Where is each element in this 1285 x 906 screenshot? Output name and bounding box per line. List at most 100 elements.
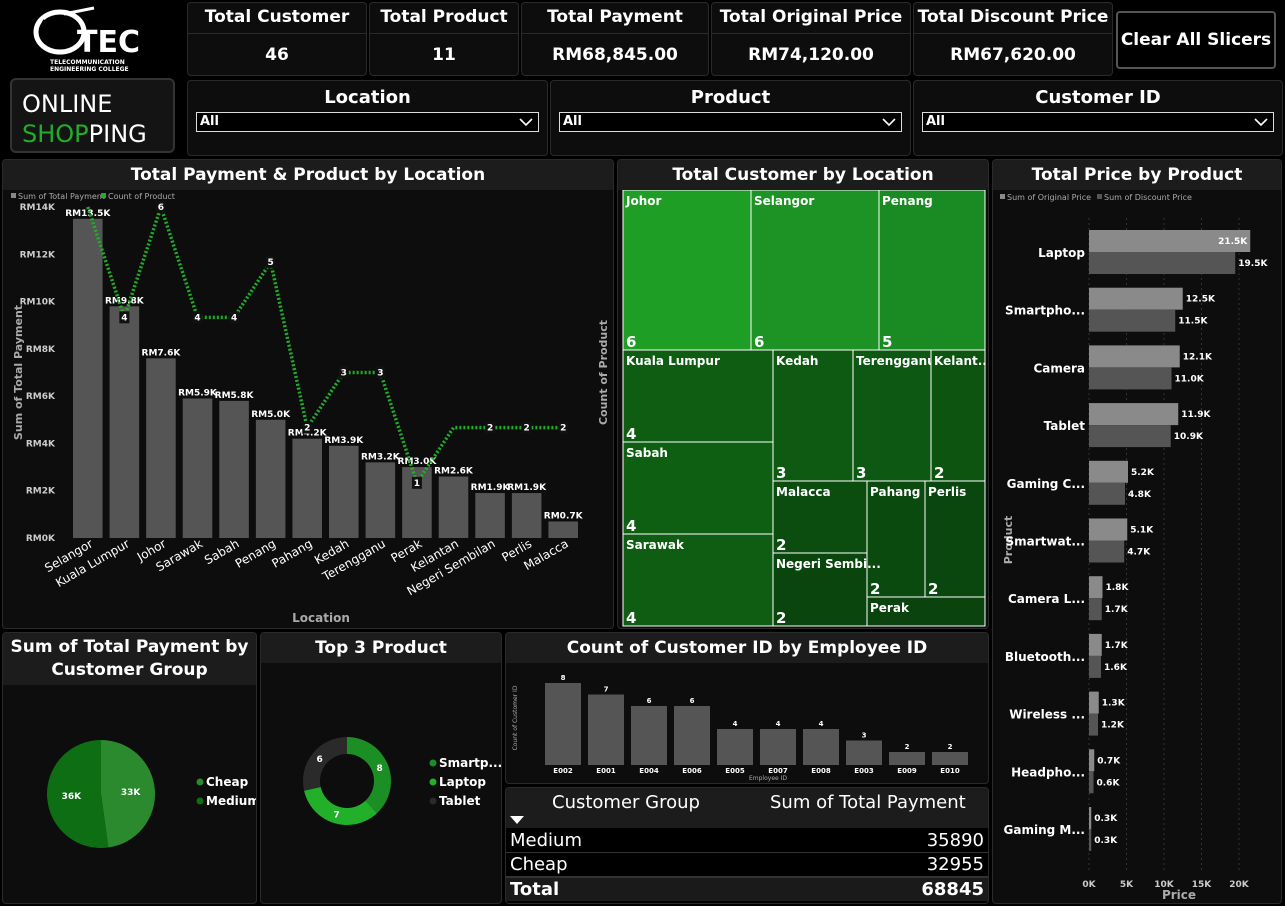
- x-tick-label: E004: [639, 767, 659, 775]
- treemap-cell: [622, 441, 774, 535]
- kpi-value: RM67,620.00: [950, 45, 1076, 65]
- customer-id-dropdown[interactable]: All: [922, 112, 1274, 132]
- treemap-cell-value: 3: [856, 464, 866, 482]
- treemap-cell-label: Kuala Lumpur: [626, 354, 720, 368]
- slicer-customer-id: Customer ID All: [913, 80, 1283, 156]
- legend-label: Sum of Original Price: [1007, 193, 1091, 202]
- y-tick-label: RM6K: [26, 392, 56, 402]
- bar-value-label: 4.8K: [1128, 490, 1152, 500]
- bar-value-label: 1.3K: [1102, 699, 1126, 709]
- y-tick-label: Smartpho...: [1005, 304, 1085, 318]
- treemap-cell-value: 2: [776, 536, 786, 554]
- bar-value-label: 6: [690, 697, 695, 705]
- bar-original-price: [1089, 807, 1092, 829]
- line-value-label: 4: [194, 313, 200, 323]
- bar-original-price: [1089, 287, 1183, 310]
- cell-group: Medium: [510, 830, 582, 851]
- line-label-bg: [119, 311, 130, 324]
- treemap-cell-value: 6: [754, 333, 764, 351]
- line-label-bg: [229, 311, 240, 324]
- series-line: [86, 201, 564, 487]
- y-tick-label: Smartwat...: [1006, 535, 1086, 549]
- line-label-bg: [521, 421, 532, 434]
- line-label-bg: [192, 311, 203, 324]
- bar: [73, 218, 103, 539]
- y-tick-label: Camera L...: [1008, 592, 1085, 606]
- kpi-value: 11: [432, 45, 456, 65]
- bar-value-label: 0.3K: [1094, 836, 1118, 846]
- bar-value-label: RM7.6K: [142, 348, 182, 358]
- line-value-label: 2: [304, 424, 310, 434]
- bar-value-label: 1.8K: [1106, 583, 1130, 593]
- bar-discount-price: [1089, 252, 1236, 274]
- bar-original-price: [1089, 749, 1095, 772]
- cell-total-value: 68845: [921, 879, 984, 900]
- line-value-label: 1: [414, 479, 420, 489]
- legend-label: Sum of Discount Price: [1104, 193, 1192, 202]
- y-tick-label: Gaming C...: [1007, 477, 1085, 491]
- legend-label: Tablet: [439, 794, 481, 808]
- x-tick-label: 0K: [1082, 880, 1096, 890]
- y-axis-label: Sum of Total Payment: [12, 305, 25, 440]
- clear-all-slicers-button[interactable]: Clear All Slicers: [1116, 11, 1276, 69]
- y-tick-label: RM8K: [26, 345, 56, 355]
- bar-discount-price: [1089, 309, 1176, 332]
- x-tick-label: E008: [811, 767, 831, 775]
- pie-chart-svg: 33K 36K Cheap Medium: [46, 740, 257, 848]
- treemap-cell: [852, 349, 932, 482]
- treemap-cell: [930, 349, 986, 482]
- bar-value-label: 11.9K: [1181, 410, 1211, 420]
- line-value-label: 4: [231, 313, 237, 323]
- treemap-cell-label: Perlis: [928, 485, 966, 499]
- bar-value-label: 1.2K: [1101, 721, 1125, 731]
- kpi-label: Total Original Price: [719, 7, 903, 27]
- treemap-cell-label: Johor: [625, 194, 661, 208]
- hbar-chart-svg: Sum of Original Price Sum of Discount Pri…: [1000, 193, 1268, 902]
- treemap-cell-label: Negeri Sembi...: [776, 557, 881, 571]
- legend-swatch: [196, 797, 204, 805]
- x-tick-label: E005: [725, 767, 745, 775]
- bar-value-label: RM1.9K: [471, 483, 511, 493]
- x-axis-label: Location: [292, 611, 350, 625]
- line-value-label: 3: [341, 369, 347, 379]
- treemap-cell: [866, 596, 986, 627]
- bar-discount-price: [1089, 367, 1172, 390]
- bar-value-label: 2: [905, 743, 910, 751]
- x-tick-label: E001: [596, 767, 616, 775]
- kpi-card-total-payment: Total Payment RM68,845.00: [521, 2, 709, 76]
- product-dropdown[interactable]: All: [559, 112, 902, 132]
- kpi-card-total-product: Total Product 11: [369, 2, 519, 76]
- donut-slice: [304, 787, 377, 825]
- bar-discount-price: [1089, 425, 1171, 448]
- bar: [292, 438, 322, 538]
- column-header-sum-total-payment[interactable]: Sum of Total Payment: [770, 792, 966, 813]
- x-tick-label: E002: [553, 767, 573, 775]
- dropdown-value: All: [563, 114, 582, 129]
- x-tick-label: E003: [854, 767, 874, 775]
- x-tick-label: 5K: [1120, 880, 1134, 890]
- bar-original-price: [1089, 633, 1102, 656]
- y-tick-label: Gaming M...: [1004, 823, 1086, 837]
- chart-title: Count of Customer ID by Employee ID: [506, 633, 988, 663]
- line-value-label: 2: [560, 424, 566, 434]
- line-label-bg: [302, 421, 313, 434]
- treemap-cell: [878, 190, 986, 351]
- location-dropdown[interactable]: All: [196, 112, 539, 132]
- bar: [803, 729, 839, 765]
- bar-value-label: 10.9K: [1174, 432, 1204, 442]
- bar-value-label: 4: [776, 720, 781, 728]
- sort-down-icon[interactable]: [509, 815, 525, 825]
- bar-original-price: [1089, 576, 1103, 599]
- legend-swatch: [429, 778, 437, 786]
- bar-discount-price: [1089, 540, 1125, 563]
- x-tick-label: E006: [682, 767, 702, 775]
- bar-value-label: RM5.8K: [215, 391, 255, 401]
- legend-label: Medium: [206, 794, 257, 808]
- tec-logo-icon: TEC TELECOMMUNICATION ENGINEERING COLLEG…: [33, 6, 140, 73]
- column-header-customer-group[interactable]: Customer Group: [552, 792, 700, 813]
- bar: [219, 400, 249, 538]
- legend-label: Count of Product: [108, 192, 175, 201]
- top-3-product-chart: Top 3 Product 8 7 6 Smartp... Laptop Tablet: [260, 632, 502, 904]
- logo-panel: TEC TELECOMMUNICATION ENGINEERING COLLEG…: [2, 2, 183, 74]
- bar-value-label: 0.7K: [1097, 756, 1121, 766]
